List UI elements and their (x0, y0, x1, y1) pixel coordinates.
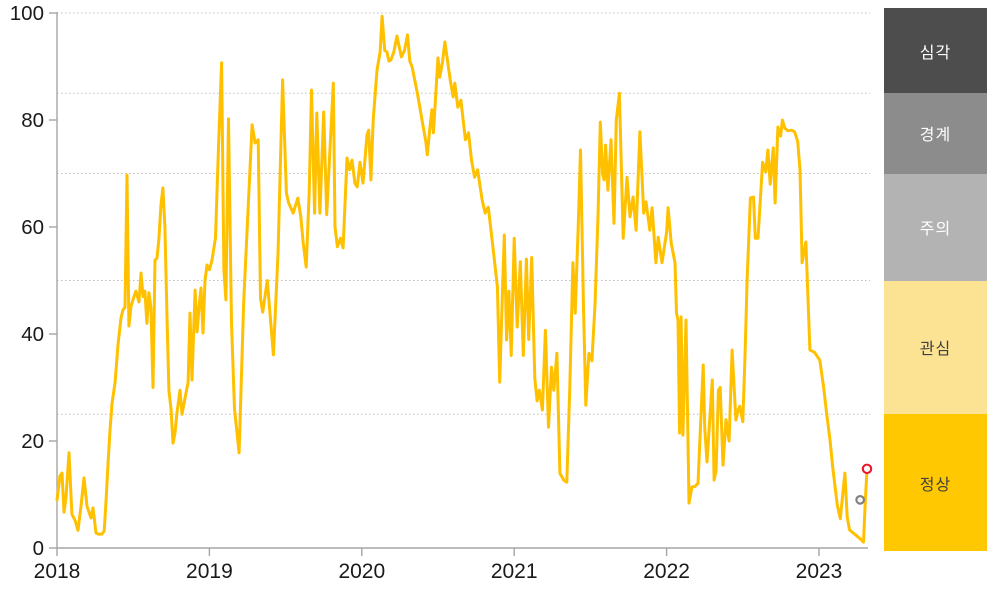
legend-band-jeongsang: 정상 (884, 414, 987, 551)
legend-band-label: 주의 (919, 221, 952, 238)
series-line (55, 14, 869, 544)
legend-band-gyeonggye: 경계 (884, 93, 987, 174)
legend-band-label: 경계 (919, 127, 952, 145)
y-tick-label: 80 (21, 109, 44, 132)
legend-band-label: 관심 (919, 341, 952, 359)
legend-band-label: 정상 (919, 476, 952, 494)
x-tick-label: 2022 (643, 560, 690, 583)
legend-band-simgak: 심각 (884, 8, 987, 94)
y-tick-label: 40 (21, 323, 44, 346)
previous-point-marker (855, 495, 865, 505)
line-chart-plot: 0 20 40 60 80 100 2018 2019 2020 2021 2022 2023 (10, 2, 873, 583)
legend-band-gwansim: 관심 (884, 280, 987, 415)
x-tick-label: 2021 (491, 560, 538, 583)
y-tick-label: 60 (21, 216, 44, 239)
x-tick-label: 2020 (338, 560, 385, 583)
legend-band-juui: 주의 (884, 173, 987, 281)
x-tick-label: 2018 (34, 560, 81, 583)
latest-point-marker (861, 463, 873, 475)
y-tick-label: 0 (33, 537, 44, 560)
y-tick-label: 20 (21, 430, 44, 453)
threshold-legend-panel: 심각 경계 주의 관심 정상 (884, 0, 987, 590)
x-tick-label: 2023 (796, 560, 843, 583)
legend-band-label: 심각 (919, 44, 952, 62)
x-tick-label: 2019 (186, 560, 233, 583)
y-tick-label: 100 (10, 2, 44, 25)
